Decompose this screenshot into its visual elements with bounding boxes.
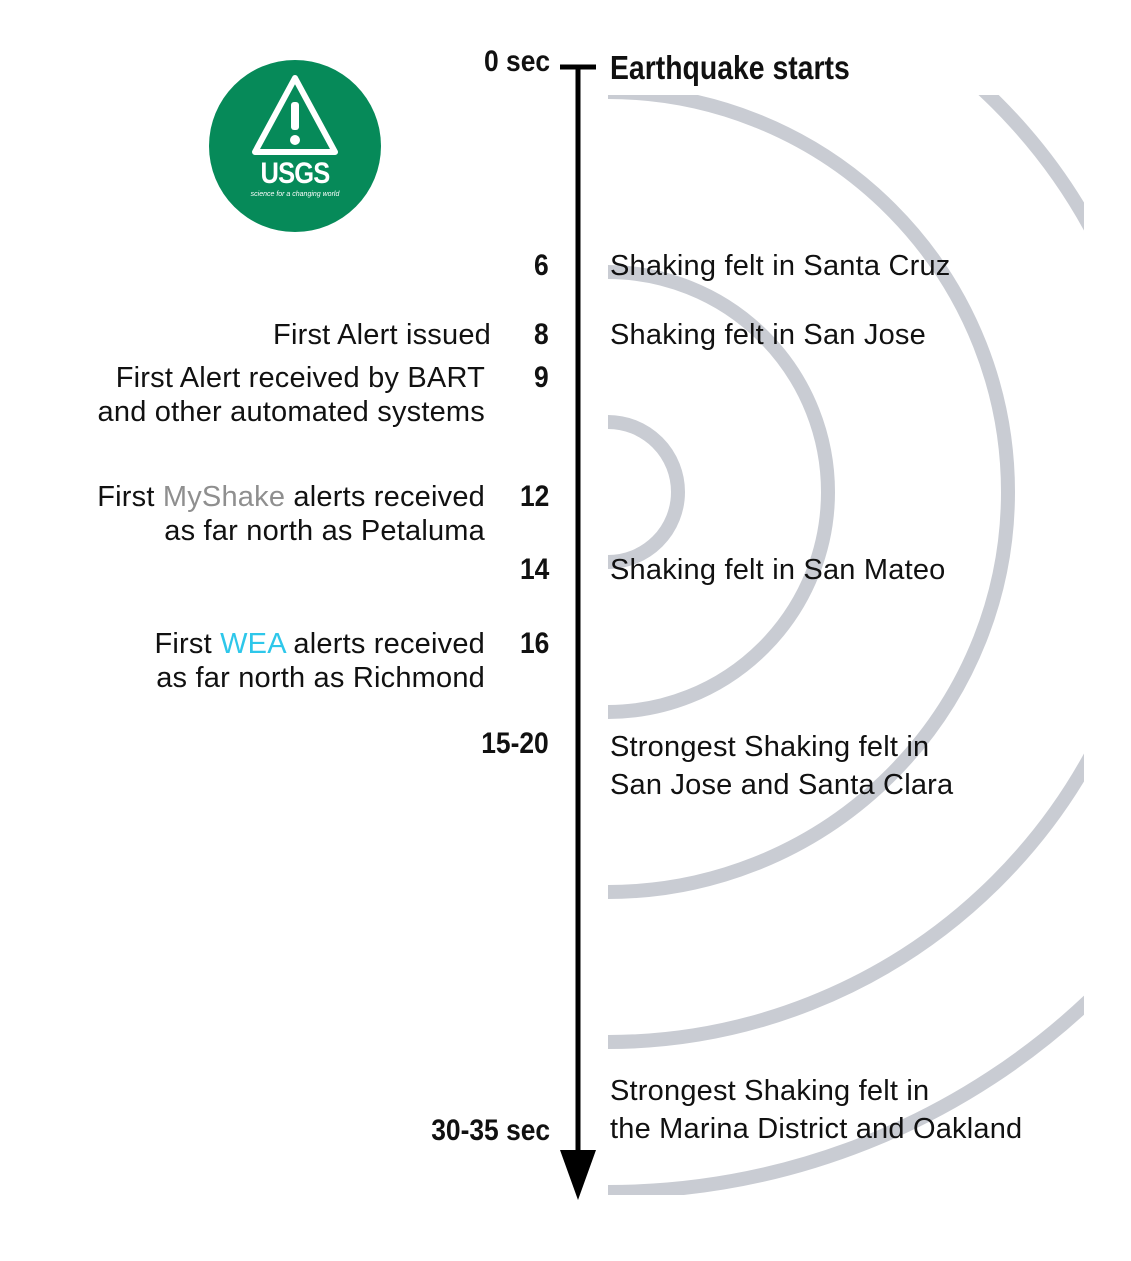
usgs-logo: USGS science for a changing world	[209, 60, 381, 232]
warning-triangle-icon	[252, 75, 338, 155]
usgs-tagline: science for a changing world	[250, 191, 340, 198]
event-santa-cruz: Shaking felt in Santa Cruz	[610, 250, 951, 282]
event-strongest-san-jose-line1: Strongest Shaking felt in	[610, 731, 930, 763]
event-wea-line1: First WEA alerts received	[154, 628, 485, 660]
event-wea-line2: as far north as Richmond	[156, 662, 485, 694]
myshake-highlight: MyShake	[162, 481, 286, 513]
wea-highlight: WEA	[220, 628, 286, 660]
usgs-brand-text: USGS	[260, 157, 331, 190]
time-8: 8	[534, 318, 549, 351]
event-bart-line1: First Alert received by BART	[115, 362, 485, 394]
time-14: 14	[519, 553, 549, 586]
time-16: 16	[519, 627, 549, 660]
event-strongest-marina-line1: Strongest Shaking felt in	[610, 1075, 930, 1107]
event-bart-line2: and other automated systems	[97, 396, 485, 428]
event-san-mateo: Shaking felt in San Mateo	[610, 554, 946, 586]
event-myshake-line1: First MyShake alerts received	[97, 481, 485, 513]
wave-ring-2	[608, 265, 835, 719]
event-strongest-san-jose-line2: San Jose and Santa Clara	[610, 769, 954, 801]
event-san-jose: Shaking felt in San Jose	[610, 319, 926, 351]
event-first-alert-issued: First Alert issued	[273, 319, 491, 351]
time-12: 12	[519, 480, 549, 513]
time-15-20: 15-20	[481, 727, 549, 760]
event-strongest-marina-line2: the Marina District and Oakland	[610, 1113, 1023, 1145]
time-6: 6	[534, 249, 549, 282]
end-time-label: 30-35 sec	[431, 1114, 550, 1147]
start-time-label: 0 sec	[483, 45, 550, 78]
wave-ring-3	[608, 95, 1015, 899]
timeline-arrowhead	[560, 1150, 596, 1200]
start-event-label: Earthquake starts	[610, 49, 850, 86]
time-9: 9	[534, 361, 549, 394]
timeline-axis	[560, 64, 596, 1200]
event-myshake-line2: as far north as Petaluma	[164, 515, 485, 547]
wave-ring-1	[608, 415, 685, 569]
